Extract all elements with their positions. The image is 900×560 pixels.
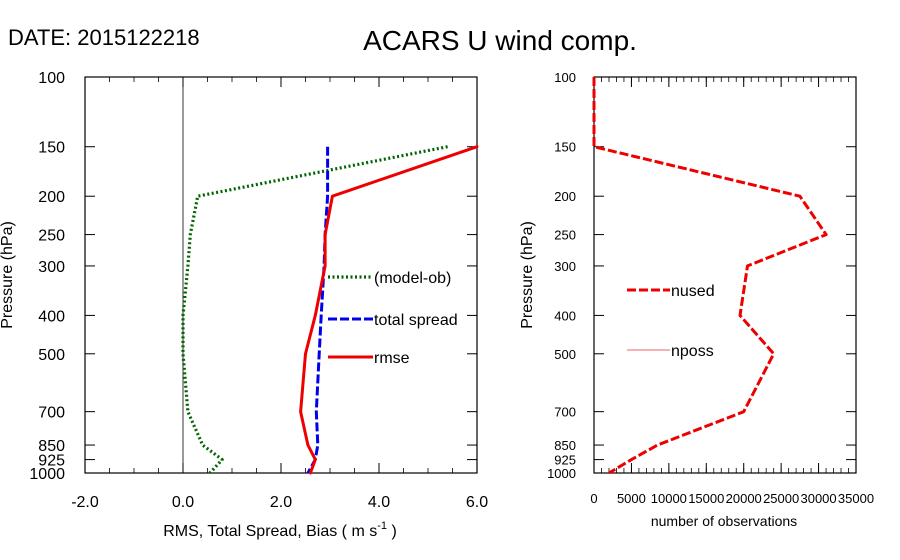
left-y-axis-label: Pressure (hPa) [0,221,16,329]
x-tick-label: 35000 [838,491,874,506]
y-tick-label: 850 [554,438,576,453]
x-tick-label: 0.0 [172,494,194,511]
legend-label: rmse [374,350,410,367]
x-tick-label: 4.0 [368,494,390,511]
y-tick-label: 500 [38,347,65,364]
legend-label: (model-ob) [374,270,451,287]
x-tick-label: 0 [590,491,597,506]
y-tick-label: 700 [38,405,65,422]
legend-label: nposs [671,343,714,360]
y-tick-label: 150 [554,140,576,155]
x-tick-label: 5000 [617,491,646,506]
date-label: DATE: 2015122218 [8,25,200,50]
y-tick-label: 500 [554,347,576,362]
x-tick-label: 2.0 [270,494,292,511]
y-tick-label: 300 [38,259,65,276]
x-tick-label: 10000 [651,491,687,506]
right-x-axis-label: number of observations [651,513,797,529]
y-tick-label: 200 [554,189,576,204]
y-tick-label: 925 [554,453,576,468]
series-line-nused [592,77,828,475]
left-x-axis-label: RMS, Total Spread, Bias ( m s-1 ) [163,520,397,540]
y-tick-label: 700 [554,405,576,420]
x-tick-label: 15000 [688,491,724,506]
x-tick-label: 30000 [800,491,836,506]
y-tick-label: 250 [38,228,65,245]
y-tick-label: 100 [554,70,576,85]
y-tick-label: 250 [554,228,576,243]
chart-title: ACARS U wind comp. [363,25,637,56]
legend-label: total spread [374,312,458,329]
right-y-axis-label: Pressure (hPa) [519,221,536,329]
y-tick-label: 100 [38,70,65,87]
legend-label: nused [671,283,715,300]
x-tick-label: 20000 [726,491,762,506]
series-line-rmse [299,145,479,475]
y-tick-label: 150 [38,140,65,157]
x-tick-label: -2.0 [71,494,99,511]
y-tick-label: 850 [38,438,65,455]
y-tick-label: 1000 [547,466,576,481]
plot-frame [593,76,857,474]
y-tick-label: 300 [554,259,576,274]
y-tick-label: 925 [38,453,65,470]
x-tick-label: 25000 [763,491,799,506]
y-tick-label: 400 [38,308,65,325]
y-tick-label: 200 [38,189,65,206]
x-tick-label: 6.0 [466,494,488,511]
series-line-totalspread [306,146,330,474]
y-tick-label: 400 [554,308,576,323]
y-tick-label: 1000 [29,466,65,483]
